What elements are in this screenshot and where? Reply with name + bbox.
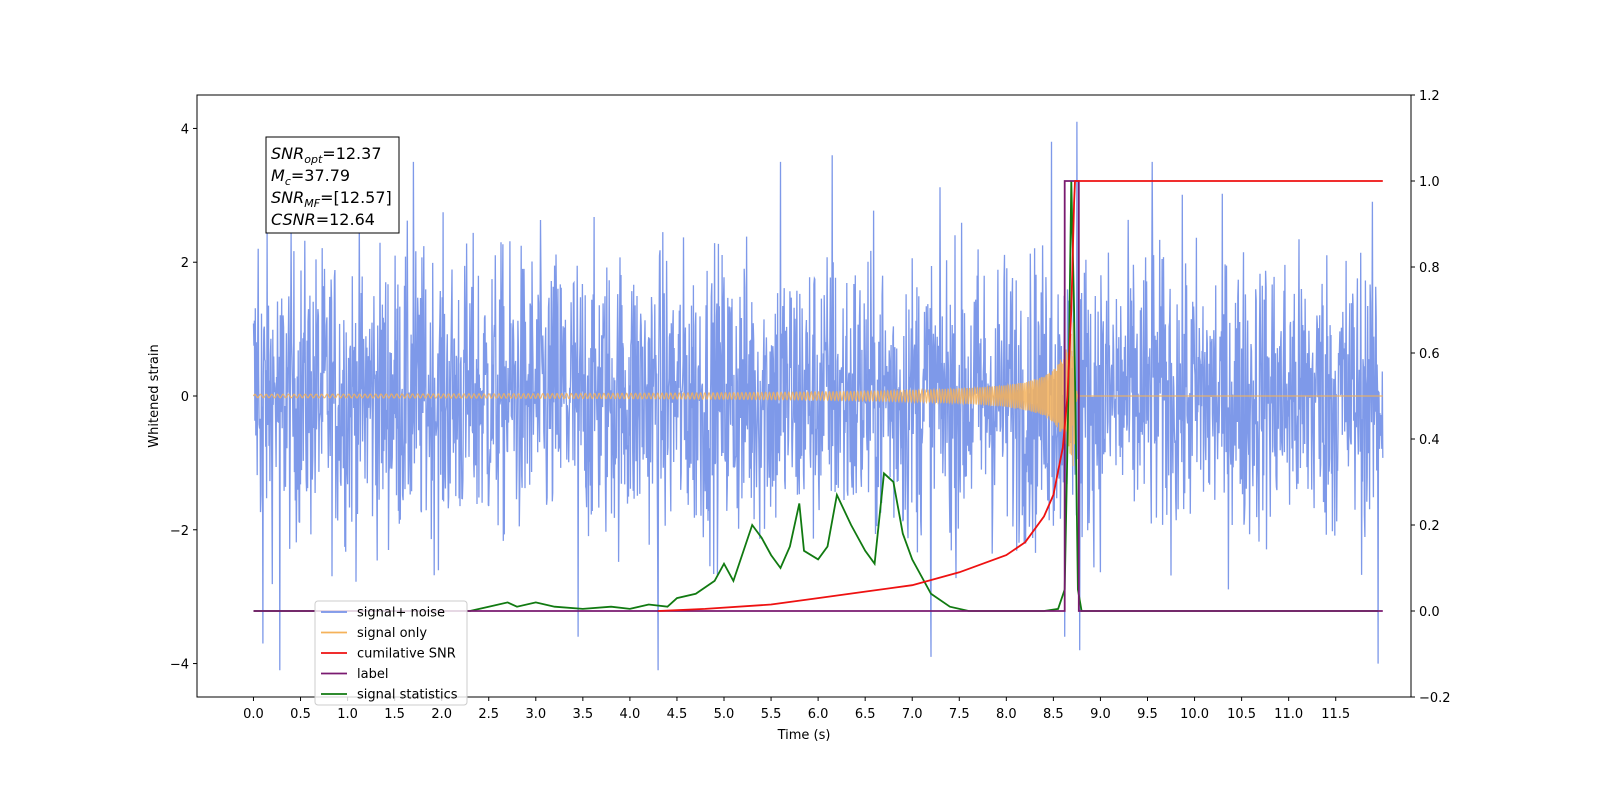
x-tick-label: 3.5	[573, 707, 594, 722]
x-tick-label: 0.5	[290, 707, 311, 722]
info-main: M	[271, 166, 285, 185]
x-tick-label: 7.5	[949, 707, 970, 722]
x-tick-label: 11.0	[1274, 707, 1303, 722]
info-value: =37.79	[291, 166, 350, 185]
y-right-tick-label: 0.6	[1419, 347, 1440, 362]
x-tick-label: 0.0	[243, 707, 264, 722]
info-main: SNR	[271, 188, 304, 207]
info-sub: c	[285, 175, 291, 188]
x-tick-label: 6.5	[855, 707, 876, 722]
info-main: SNR	[271, 144, 304, 163]
info-box-frame	[265, 136, 400, 234]
legend-label: signal only	[357, 626, 427, 641]
y-left-tick-label: −4	[170, 658, 189, 673]
info-main: CSNR	[271, 210, 316, 229]
x-tick-label: 3.0	[525, 707, 546, 722]
legend-label: label	[357, 667, 388, 682]
x-tick-label: 10.0	[1180, 707, 1209, 722]
x-tick-label: 7.0	[902, 707, 923, 722]
info-value: =[12.57]	[320, 188, 392, 207]
x-tick-label: 11.5	[1321, 707, 1350, 722]
info-value: =12.37	[322, 144, 381, 163]
y-right-tick-label: 0.8	[1419, 261, 1440, 276]
info-sub: MF	[304, 197, 320, 210]
legend[interactable]: signal+ noise signal only cumilative SNR la…	[314, 600, 468, 706]
y-right-tick-label: −0.2	[1419, 691, 1451, 706]
x-tick-label: 5.5	[761, 707, 782, 722]
legend-label: cumilative SNR	[357, 647, 456, 662]
legend-frame	[314, 600, 468, 706]
y-right-tick-label: 0.2	[1419, 519, 1440, 534]
info-line: SNRopt=12.37	[271, 144, 382, 166]
y-axis-right: −0.2 0.0 0.2 0.4 0.6 0.8 1.0 1.2	[1411, 89, 1451, 706]
y-right-tick-label: 1.0	[1419, 175, 1440, 190]
x-tick-label: 4.5	[667, 707, 688, 722]
y-left-tick-label: 4	[181, 122, 189, 137]
x-tick-label: 10.5	[1227, 707, 1256, 722]
y-axis-label: Whitened strain	[147, 344, 162, 447]
x-tick-label: 4.0	[620, 707, 641, 722]
series-line-label	[253, 180, 1383, 612]
x-tick-label: 2.0	[431, 707, 452, 722]
series-line-signal-statistics	[253, 180, 1379, 612]
x-tick-label: 9.0	[1090, 707, 1111, 722]
right-axis-series	[253, 180, 1383, 612]
x-tick-label: 1.5	[384, 707, 405, 722]
signal-only-line	[252, 322, 1383, 467]
y-left-tick-label: 0	[181, 390, 189, 405]
x-axis-label: Time (s)	[777, 728, 831, 743]
info-line: Mc=37.79	[271, 166, 350, 188]
legend-label: signal statistics	[357, 688, 458, 703]
x-axis: 0.0 0.5 1.0 1.5 2.0 2.5 3.0 3.5 4.0 4.5 5.0 5.5 6.0 6…	[243, 697, 1350, 722]
info-sub: opt	[304, 153, 323, 166]
y-right-tick-label: 0.0	[1419, 605, 1440, 620]
y-axis-left: −4 −2 0 2 4	[170, 122, 197, 673]
y-right-tick-label: 1.2	[1419, 89, 1440, 104]
x-tick-label: 1.0	[337, 707, 358, 722]
signal-only-series	[252, 322, 1383, 467]
x-tick-label: 8.0	[996, 707, 1017, 722]
legend-label: signal+ noise	[357, 606, 445, 621]
info-line: CSNR=12.64	[271, 210, 375, 229]
series-line-cumilative-snr	[658, 180, 1383, 612]
x-tick-label: 5.0	[714, 707, 735, 722]
snr-info-box: SNRopt=12.37Mc=37.79SNRMF=[12.57]CSNR=12…	[265, 136, 400, 234]
x-tick-label: 6.0	[808, 707, 829, 722]
info-value: =12.64	[316, 210, 375, 229]
y-left-tick-label: 2	[181, 256, 189, 271]
x-tick-label: 9.5	[1137, 707, 1158, 722]
info-line: SNRMF=[12.57]	[271, 188, 392, 210]
x-tick-label: 8.5	[1043, 707, 1064, 722]
x-tick-label: 2.5	[478, 707, 499, 722]
y-right-tick-label: 0.4	[1419, 433, 1440, 448]
y-left-tick-label: −2	[170, 524, 189, 539]
